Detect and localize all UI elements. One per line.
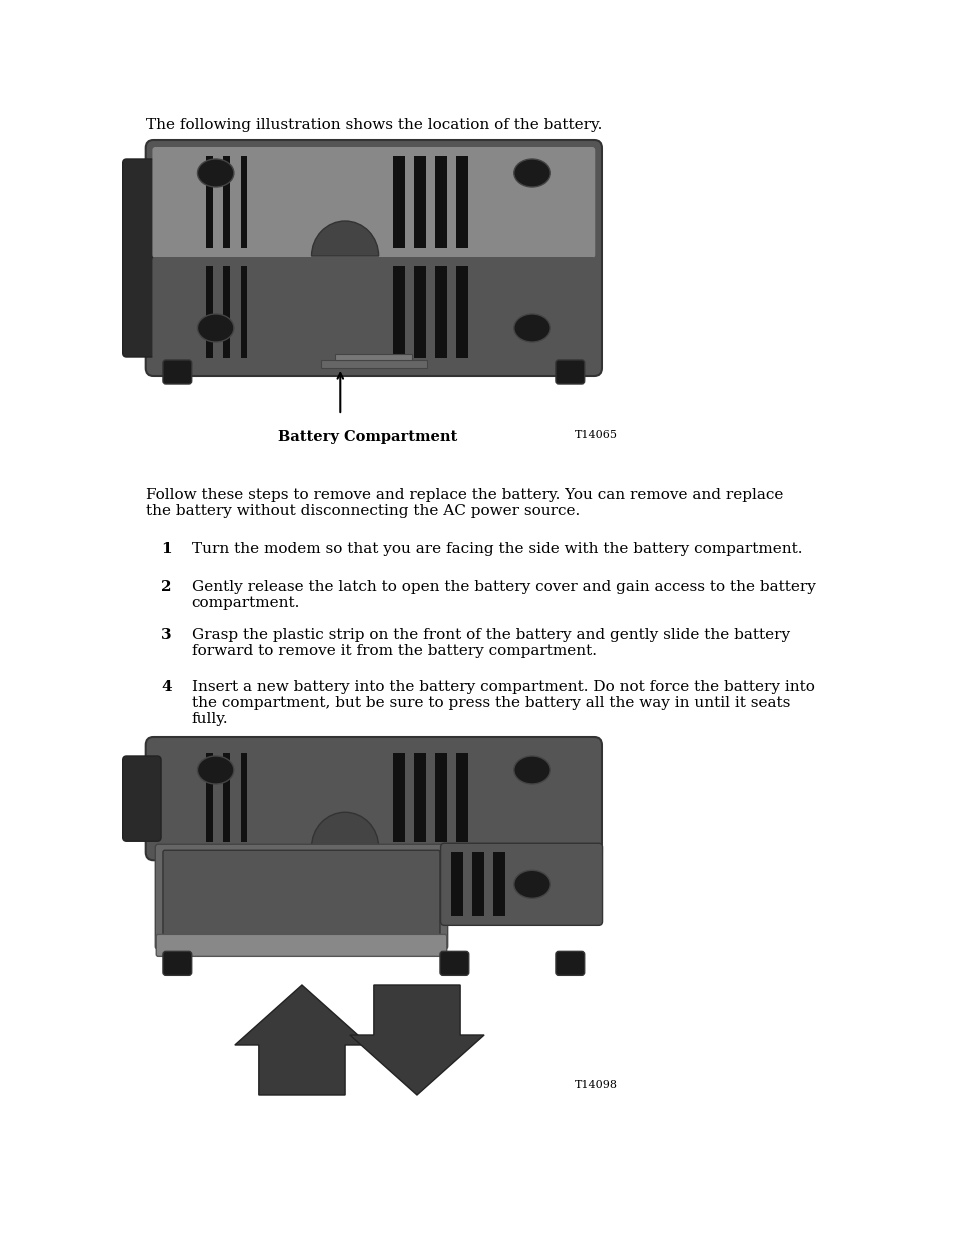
- Text: T14065: T14065: [575, 430, 618, 440]
- Text: 1: 1: [161, 542, 172, 556]
- Bar: [393, 266, 404, 358]
- Bar: [393, 753, 404, 842]
- Bar: [206, 753, 213, 842]
- Text: The following illustration shows the location of the battery.: The following illustration shows the loc…: [146, 119, 601, 132]
- Ellipse shape: [514, 756, 550, 784]
- Bar: [456, 753, 467, 842]
- Ellipse shape: [197, 314, 233, 342]
- Bar: [223, 156, 230, 248]
- Bar: [321, 359, 426, 368]
- Bar: [223, 753, 230, 842]
- Bar: [435, 266, 446, 358]
- FancyBboxPatch shape: [146, 140, 601, 375]
- FancyBboxPatch shape: [556, 359, 584, 384]
- Text: T14098: T14098: [575, 1079, 618, 1091]
- FancyBboxPatch shape: [163, 359, 192, 384]
- Bar: [393, 156, 404, 248]
- Bar: [240, 156, 247, 248]
- FancyBboxPatch shape: [123, 159, 161, 357]
- Bar: [414, 156, 425, 248]
- Text: 3: 3: [161, 629, 172, 642]
- Bar: [335, 354, 412, 359]
- Ellipse shape: [197, 159, 233, 186]
- FancyBboxPatch shape: [439, 951, 468, 976]
- FancyBboxPatch shape: [156, 935, 446, 956]
- Polygon shape: [350, 986, 483, 1095]
- Bar: [435, 753, 446, 842]
- Bar: [456, 156, 467, 248]
- FancyBboxPatch shape: [123, 756, 161, 841]
- Text: Gently release the latch to open the battery cover and gain access to the batter: Gently release the latch to open the bat…: [192, 580, 815, 610]
- FancyBboxPatch shape: [163, 951, 192, 976]
- Text: Turn the modem so that you are facing the side with the battery compartment.: Turn the modem so that you are facing th…: [192, 542, 801, 556]
- Text: Insert a new battery into the battery compartment. Do not force the battery into: Insert a new battery into the battery co…: [192, 680, 814, 726]
- Ellipse shape: [514, 871, 550, 898]
- Text: Follow these steps to remove and replace the battery. You can remove and replace: Follow these steps to remove and replace…: [146, 488, 782, 519]
- Text: Battery Compartment: Battery Compartment: [277, 430, 456, 445]
- FancyBboxPatch shape: [152, 147, 595, 258]
- Bar: [493, 852, 504, 916]
- FancyBboxPatch shape: [440, 844, 602, 925]
- Wedge shape: [312, 813, 378, 847]
- FancyBboxPatch shape: [146, 737, 601, 861]
- Ellipse shape: [514, 159, 550, 186]
- Bar: [240, 266, 247, 358]
- Bar: [223, 266, 230, 358]
- FancyBboxPatch shape: [556, 951, 584, 976]
- Text: 2: 2: [161, 580, 172, 594]
- Bar: [240, 753, 247, 842]
- Bar: [435, 156, 446, 248]
- Wedge shape: [312, 221, 378, 256]
- Polygon shape: [234, 986, 369, 1095]
- FancyBboxPatch shape: [152, 257, 595, 363]
- Bar: [456, 266, 467, 358]
- Text: 4: 4: [161, 680, 172, 694]
- Ellipse shape: [197, 756, 233, 784]
- Bar: [206, 266, 213, 358]
- Bar: [206, 156, 213, 248]
- Bar: [451, 852, 462, 916]
- Ellipse shape: [514, 314, 550, 342]
- FancyBboxPatch shape: [155, 845, 447, 950]
- FancyBboxPatch shape: [163, 850, 439, 939]
- Text: Grasp the plastic strip on the front of the battery and gently slide the battery: Grasp the plastic strip on the front of …: [192, 629, 789, 658]
- Bar: [414, 266, 425, 358]
- Bar: [472, 852, 483, 916]
- Bar: [414, 753, 425, 842]
